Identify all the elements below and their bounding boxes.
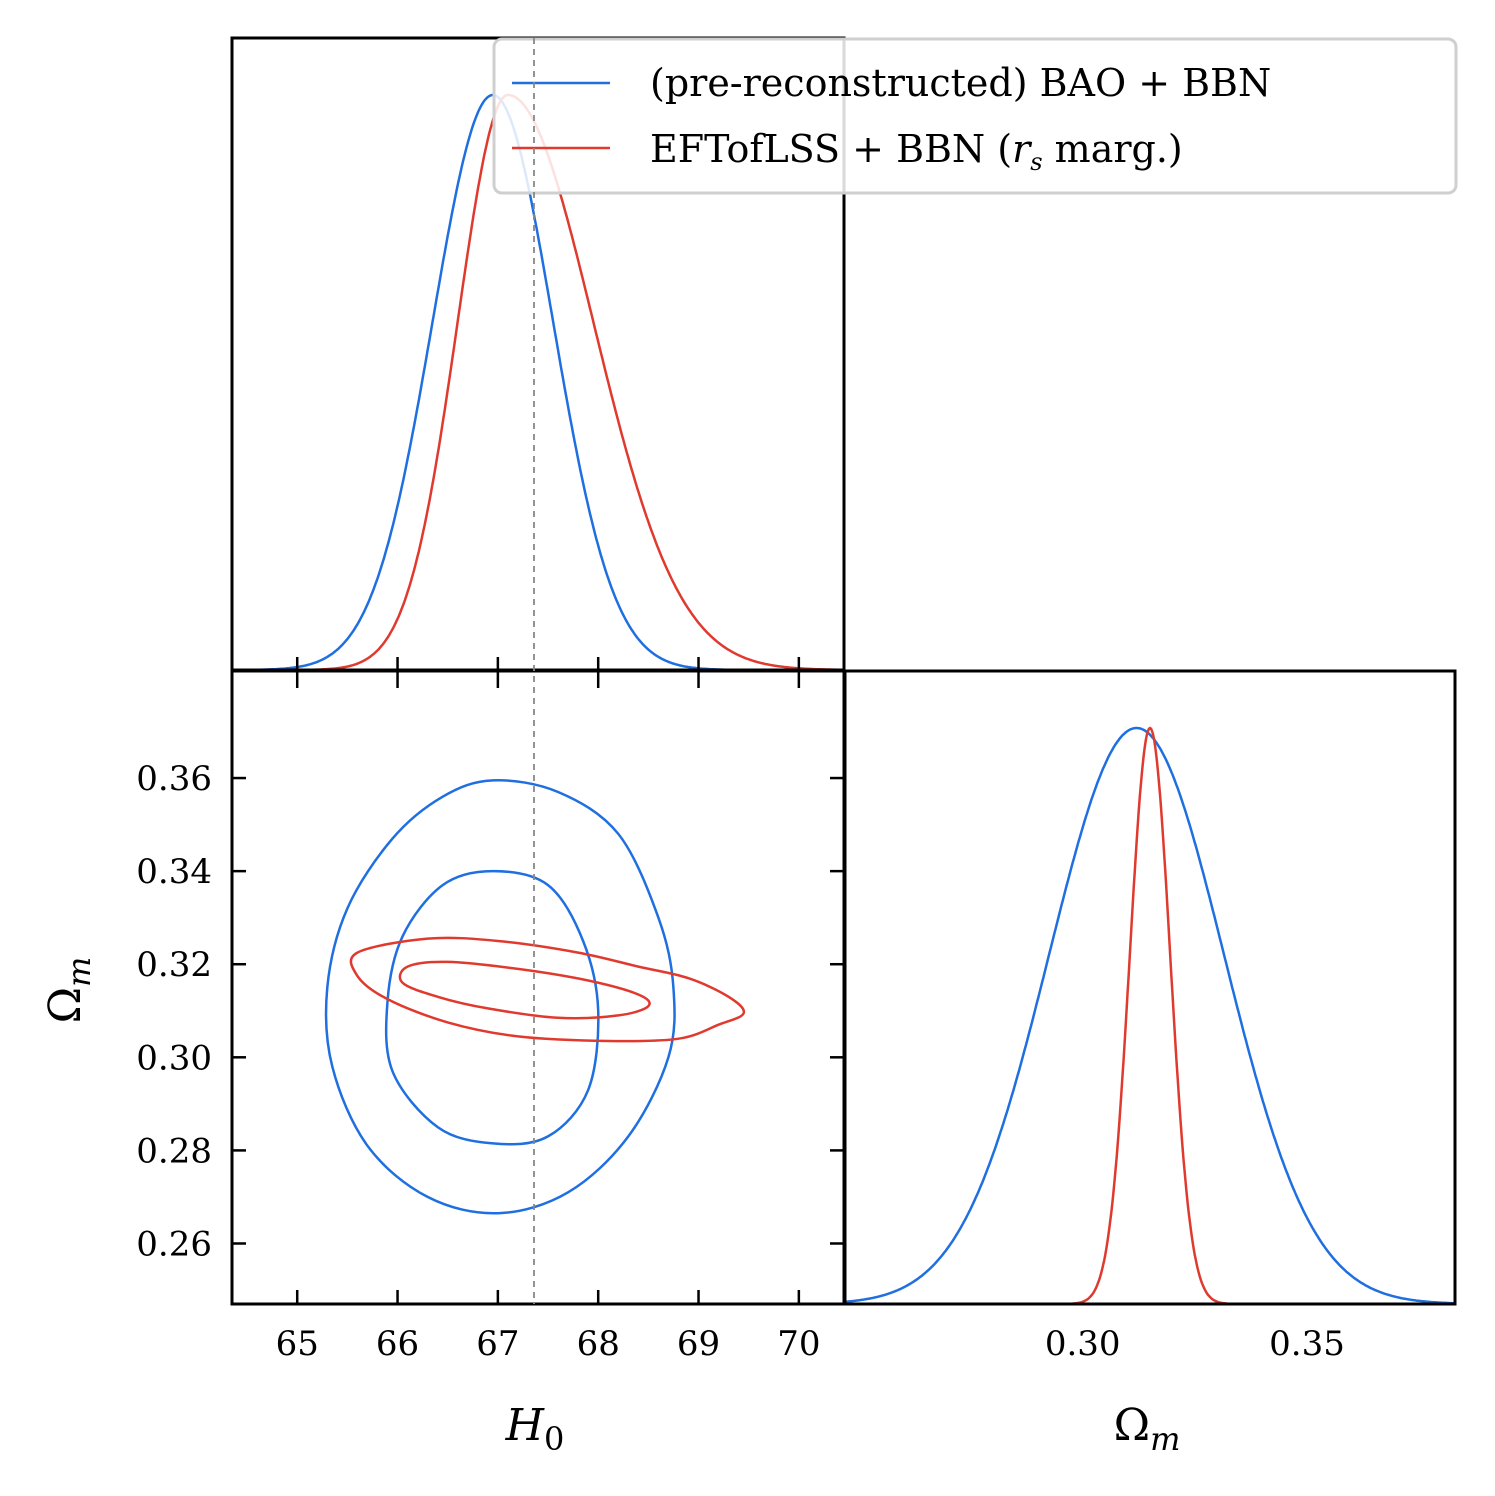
omegam-marginal-curve-1 (845, 726, 1455, 1304)
omegam-tick-label-0: 0.26 (136, 1224, 212, 1264)
legend-label-eft: EFTofLSS + BBN (rs marg.) (650, 127, 1183, 176)
omegam-marginal-panel (845, 726, 1455, 1304)
x-axis-label-h0: H0 (505, 1400, 565, 1458)
legend-label-eft-sub: s (1030, 148, 1042, 176)
legend-label-bao: (pre-reconstructed) BAO + BBN (650, 61, 1271, 105)
omegam-x-label-sub: m (1150, 1420, 1180, 1458)
omegam-1d-tick-label-0: 0.30 (1045, 1324, 1121, 1364)
omegam-tick-label-3: 0.32 (136, 945, 212, 985)
legend-label-eft-sym: r (1012, 127, 1033, 171)
h0-tick-label-5: 70 (777, 1324, 820, 1364)
h0-omegam-contour-panel (324, 779, 746, 1215)
legend-label-eft-tail: marg.) (1043, 127, 1183, 171)
h0-tick-label-3: 68 (577, 1324, 620, 1364)
legend: (pre-reconstructed) BAO + BBN EFTofLSS +… (492, 37, 1458, 195)
h0-tick-label-2: 67 (476, 1324, 519, 1364)
h0-label-sub: 0 (544, 1420, 564, 1458)
omegam-y-label-main: Ω (40, 987, 91, 1023)
omegam-y-label-sub: m (60, 957, 98, 987)
frame-bottom-right (843, 669, 1457, 1306)
h0-tick-label-0: 65 (276, 1324, 319, 1364)
h0-label-main: H (505, 1400, 546, 1451)
omegam-marginal-curve-0 (845, 726, 1455, 1304)
omegam-tick-label-5: 0.36 (136, 759, 212, 799)
h0-tick-label-1: 66 (376, 1324, 419, 1364)
contour-1-95pct (349, 936, 746, 1043)
frame-bottom-left (230, 669, 846, 1306)
x-axis-label-omegam: Ωm (1114, 1400, 1181, 1458)
h0-tick-label-4: 69 (677, 1324, 720, 1364)
legend-box (492, 37, 1458, 195)
omegam-tick-label-1: 0.28 (136, 1131, 212, 1171)
y-axis-label-omegam: Ωm (40, 957, 98, 1024)
axis-ticks: 65 66 67 68 69 70 0.26 0.28 0.30 0.32 0.34 0.36 0.30… (136, 657, 1345, 1364)
contour-0-68pct (384, 869, 600, 1146)
omegam-x-label-main: Ω (1114, 1400, 1150, 1451)
legend-label-eft-main: EFTofLSS + BBN ( (650, 127, 1012, 171)
omegam-tick-label-4: 0.34 (136, 852, 212, 892)
omegam-tick-label-2: 0.30 (136, 1038, 212, 1078)
contour-0-95pct (324, 779, 676, 1215)
omegam-1d-tick-label-1: 0.35 (1269, 1324, 1345, 1364)
contour-1-68pct (398, 960, 651, 1020)
